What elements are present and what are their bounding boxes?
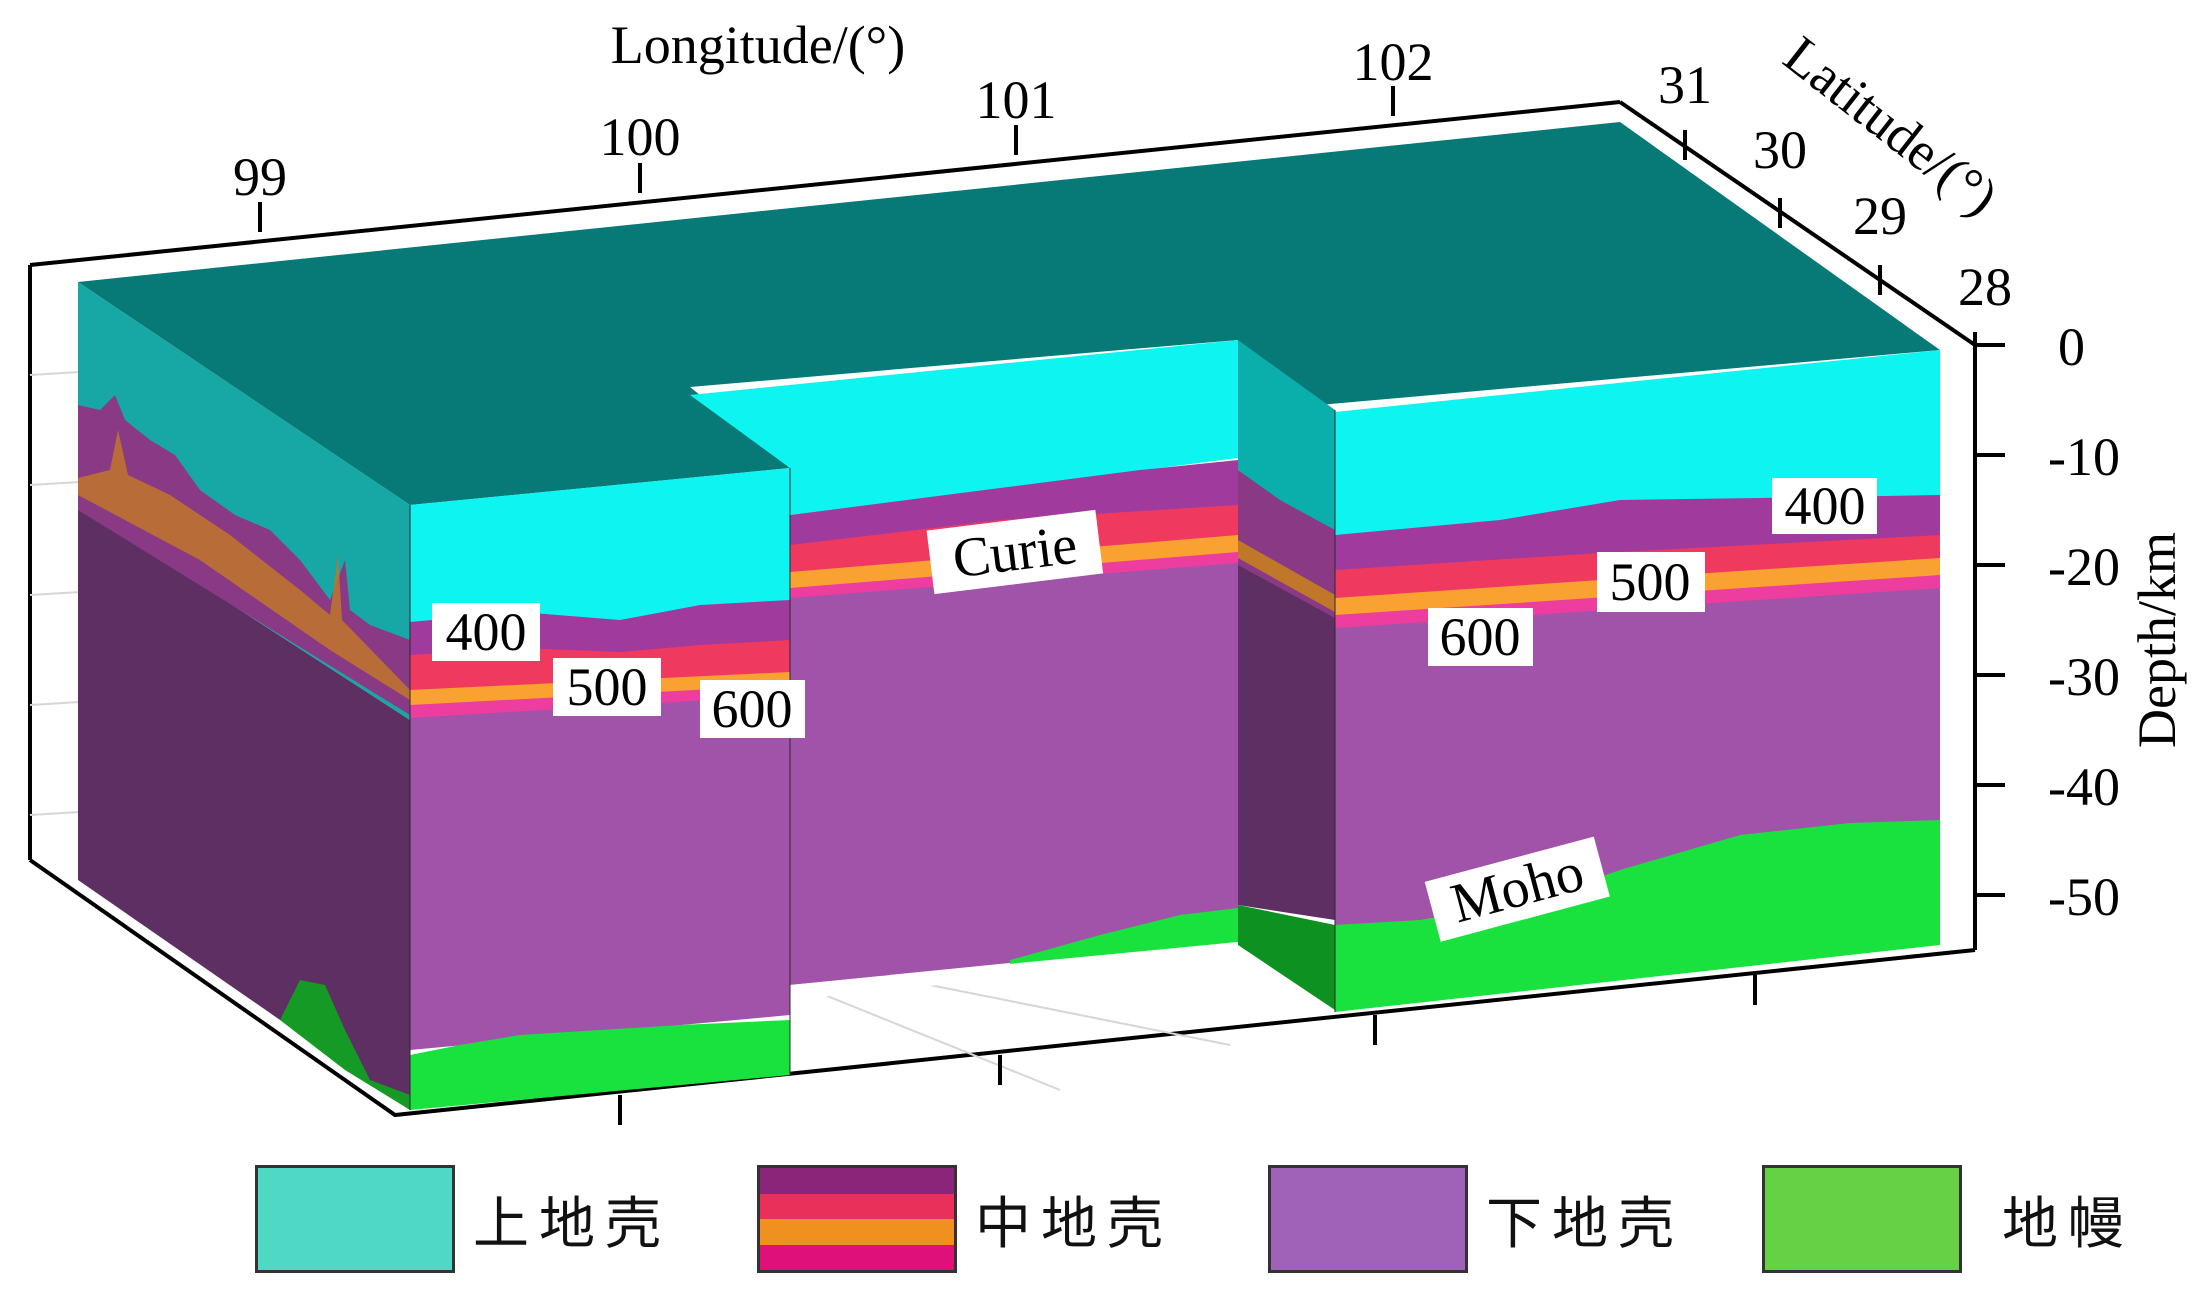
contour-labels: 400 500 600 Curie 400 500 600 Moho	[432, 476, 1877, 942]
front-left-lower-crust	[410, 695, 790, 1050]
middle-right-wall-upper	[1238, 340, 1335, 545]
front-left-mantle	[410, 1020, 790, 1110]
latitude-tick-31: 31	[1658, 55, 1712, 115]
contour-label-600-left: 600	[712, 679, 793, 739]
depth-tick-0: 0	[2058, 317, 2085, 377]
longitude-tick-100: 100	[600, 107, 681, 167]
middle-mantle	[1010, 908, 1238, 965]
contour-label-500-right: 500	[1610, 552, 1691, 612]
contour-label-400-left: 400	[446, 602, 527, 662]
longitude-bottom-ticks	[618, 975, 1757, 1125]
longitude-top-ticks	[258, 86, 1395, 232]
middle-right-wall-orange	[1238, 540, 1335, 612]
box-bottom-front-edge	[28, 858, 1976, 1118]
depth-tick-minus30: -30	[2048, 647, 2120, 707]
contour-label-600-right: 600	[1440, 607, 1521, 667]
front-right-mantle	[1335, 820, 1940, 1012]
top-face	[78, 122, 1940, 505]
contour-label-500-left: 500	[567, 657, 648, 717]
longitude-tick-102: 102	[1353, 32, 1434, 92]
latitude-tick-28: 28	[1958, 257, 2012, 317]
block-outlines	[409, 410, 1336, 1110]
middle-upper-crust-top	[690, 340, 1238, 515]
longitude-axis-title: Longitude/(°)	[611, 15, 906, 75]
longitude-tick-101: 101	[976, 70, 1057, 130]
left-side-lower-crust	[78, 505, 410, 1110]
depth-axis-title: Depth/km	[2127, 532, 2187, 748]
depth-ticks	[1975, 343, 2005, 897]
depth-tick-minus40: -40	[2048, 757, 2120, 817]
left-side-mantle	[280, 980, 410, 1110]
box-top-edge	[29, 100, 1621, 267]
depth-tick-minus50: -50	[2048, 867, 2120, 927]
depth-tick-minus20: -20	[2048, 537, 2120, 597]
middle-floor	[790, 942, 1238, 1000]
contour-label-curie: Curie	[949, 514, 1080, 591]
middle-lower-crust	[790, 563, 1238, 985]
middle-right-wall-mantle	[1238, 905, 1335, 1010]
latitude-tick-29: 29	[1853, 186, 1907, 246]
contour-label-400-right: 400	[1785, 476, 1866, 536]
depth-tick-minus10: -10	[2048, 427, 2120, 487]
left-side-orange-band	[78, 430, 410, 700]
middle-right-wall-lower	[1238, 565, 1335, 920]
longitude-tick-99: 99	[233, 147, 287, 207]
latitude-tick-30: 30	[1753, 120, 1807, 180]
grid-lines	[29, 371, 1231, 1091]
